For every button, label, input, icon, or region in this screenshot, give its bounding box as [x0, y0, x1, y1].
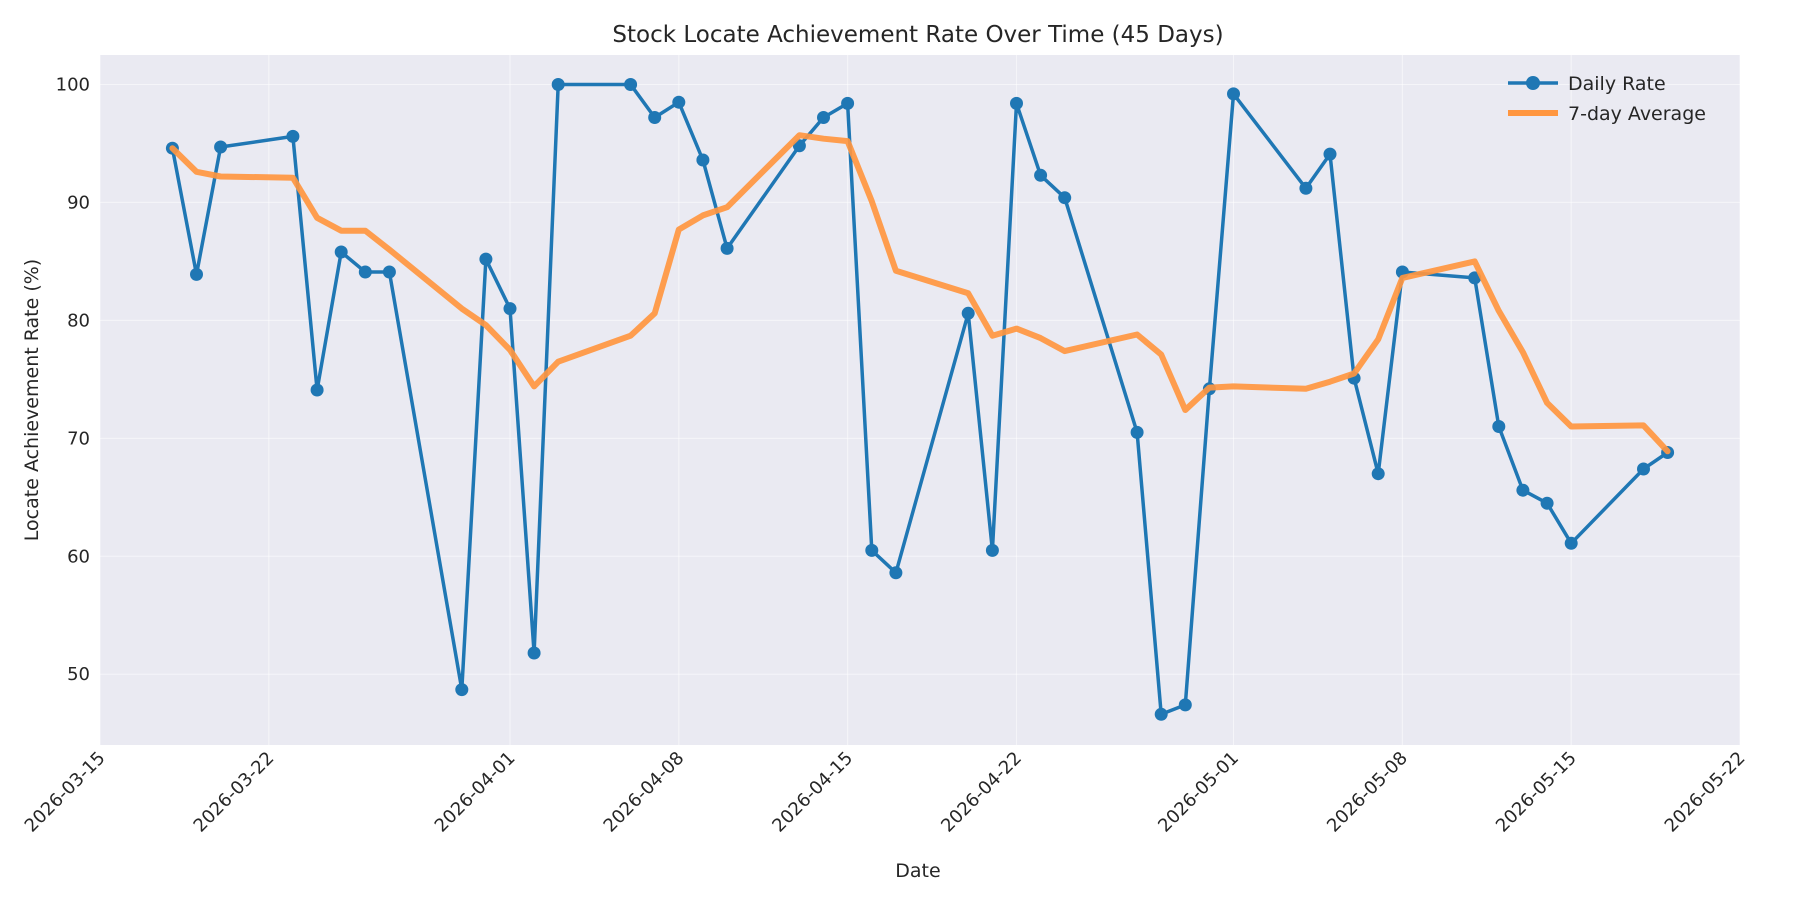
y-axis-label: Locate Achievement Rate (%) [21, 259, 43, 541]
x-tick-label: 2026-03-15 [21, 748, 110, 837]
data-point [1637, 462, 1650, 476]
data-point [527, 646, 541, 660]
data-point [1227, 87, 1240, 101]
grid [99, 55, 1741, 745]
data-point [720, 241, 734, 255]
data-point [190, 267, 203, 281]
x-tick-label: 2026-04-08 [600, 748, 689, 837]
data-point [286, 129, 300, 143]
y-tick-label: 90 [67, 192, 90, 213]
data-point [310, 383, 324, 397]
data-point [214, 140, 228, 154]
plot-area [100, 55, 1740, 745]
data-point [889, 566, 903, 580]
data-point [1299, 181, 1313, 195]
legend-label-7-day-average: 7-day Average [1568, 103, 1706, 125]
data-point [358, 265, 372, 279]
series-layer [165, 78, 1675, 721]
y-axis-ticks: 50 60 70 80 90 100 [56, 74, 90, 685]
data-point [624, 78, 638, 91]
y-tick-label: 70 [67, 428, 90, 449]
data-point [696, 153, 710, 167]
data-point [1058, 191, 1072, 205]
data-point [817, 111, 830, 124]
x-tick-label: 2026-05-08 [1323, 748, 1412, 837]
data-point [672, 95, 686, 109]
data-point [1130, 425, 1144, 439]
data-point [1540, 496, 1554, 510]
data-point [382, 265, 396, 279]
x-tick-label: 2026-05-15 [1492, 748, 1581, 837]
x-axis-ticks: 2026-03-15 2026-03-22 2026-04-01 2026-04-08… [21, 748, 1750, 837]
data-point [1154, 707, 1168, 721]
y-tick-label: 100 [56, 74, 90, 95]
legend-label-daily-rate: Daily Rate [1568, 73, 1666, 95]
legend-marker-daily-rate [1526, 76, 1540, 90]
data-point [479, 252, 493, 266]
series-daily-rate [165, 78, 1675, 721]
data-point [334, 245, 348, 259]
data-point [961, 306, 975, 320]
x-tick-label: 2026-04-22 [937, 748, 1026, 837]
data-point [1516, 483, 1530, 497]
data-point [1492, 420, 1506, 433]
series-line-7-day-average [169, 132, 1671, 455]
chart-title: Stock Locate Achievement Rate Over Time … [612, 22, 1223, 48]
legend: Daily Rate 7-day Average [1508, 73, 1706, 125]
data-point [455, 683, 469, 697]
data-point [1034, 168, 1048, 182]
data-point [1564, 536, 1578, 550]
data-point [1010, 96, 1023, 110]
x-tick-label: 2026-05-01 [1154, 748, 1243, 837]
data-point [1371, 467, 1385, 481]
x-tick-label: 2026-04-01 [431, 748, 520, 837]
x-tick-label: 2026-04-15 [768, 748, 857, 837]
y-tick-label: 50 [67, 664, 90, 685]
x-tick-label: 2026-03-22 [190, 748, 279, 837]
x-axis-label: Date [895, 860, 940, 882]
data-point [841, 96, 855, 110]
y-tick-label: 80 [67, 310, 90, 331]
data-point [1323, 147, 1337, 161]
data-point [865, 543, 879, 557]
data-point [551, 78, 565, 91]
data-point [985, 543, 999, 557]
data-point [648, 111, 662, 124]
x-tick-label: 2026-05-22 [1661, 748, 1750, 837]
y-tick-label: 60 [67, 546, 90, 567]
data-point [1178, 698, 1192, 712]
series-7-day-average [169, 132, 1671, 455]
data-point [503, 302, 517, 316]
